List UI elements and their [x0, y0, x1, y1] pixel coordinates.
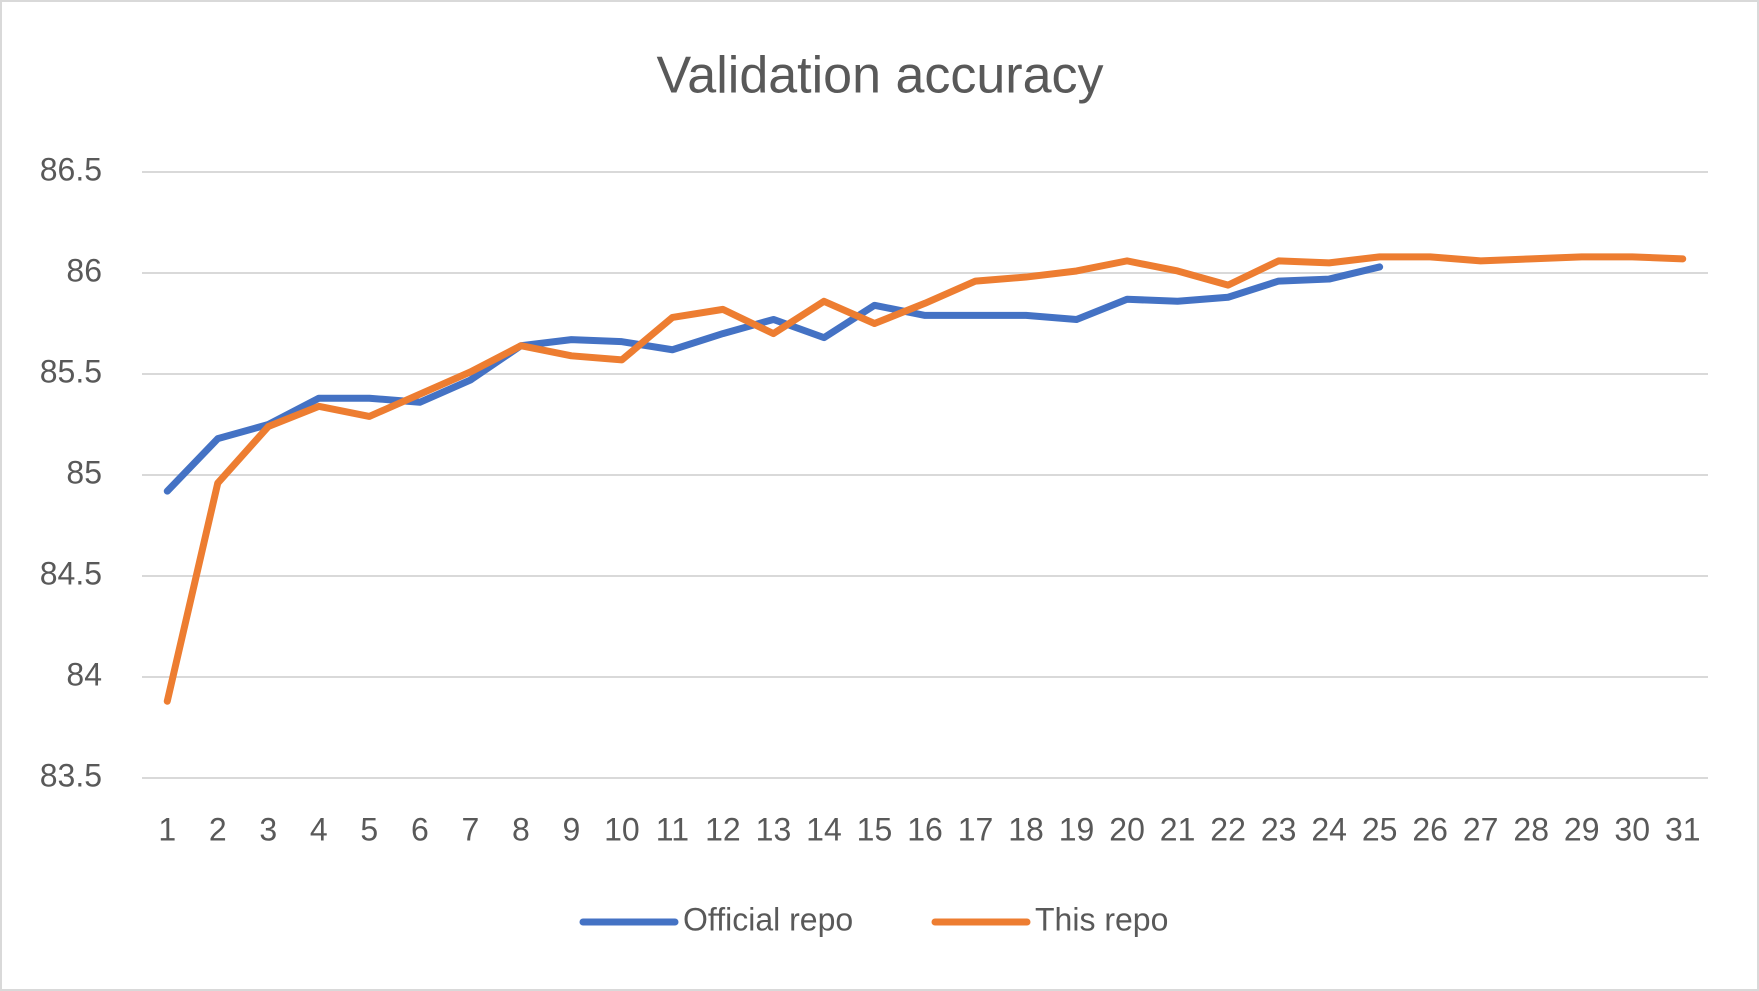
x-tick-label: 13: [756, 811, 792, 847]
x-tick-label: 17: [958, 811, 994, 847]
x-tick-label: 29: [1564, 811, 1600, 847]
x-tick-label: 3: [259, 811, 277, 847]
legend-label: This repo: [1035, 901, 1168, 937]
x-tick-label: 4: [310, 811, 328, 847]
x-tick-label: 30: [1614, 811, 1650, 847]
legend-label: Official repo: [683, 901, 853, 937]
x-tick-label: 23: [1261, 811, 1297, 847]
y-tick-label: 84.5: [40, 555, 102, 591]
x-tick-label: 28: [1513, 811, 1549, 847]
y-tick-label: 84: [66, 656, 102, 692]
x-tick-label: 16: [907, 811, 943, 847]
x-tick-label: 10: [604, 811, 640, 847]
x-tick-label: 6: [411, 811, 429, 847]
x-tick-label: 26: [1412, 811, 1448, 847]
series-line: [163, 263, 1384, 495]
x-tick-label: 19: [1059, 811, 1095, 847]
x-tick-label: 18: [1008, 811, 1044, 847]
x-tick-label: 15: [857, 811, 893, 847]
series-line: [163, 253, 1687, 705]
y-tick-label: 86.5: [40, 151, 102, 187]
x-tick-label: 14: [806, 811, 842, 847]
x-tick-label: 31: [1665, 811, 1701, 847]
x-tick-label: 21: [1160, 811, 1196, 847]
x-tick-label: 9: [562, 811, 580, 847]
x-tick-label: 20: [1109, 811, 1145, 847]
chart-title: Validation accuracy: [656, 47, 1103, 105]
x-tick-label: 2: [209, 811, 227, 847]
x-tick-label: 5: [360, 811, 378, 847]
x-tick-label: 24: [1311, 811, 1347, 847]
y-tick-label: 86: [66, 252, 102, 288]
x-tick-label: 12: [705, 811, 741, 847]
x-tick-label: 7: [461, 811, 479, 847]
y-tick-label: 85.5: [40, 353, 102, 389]
y-tick-label: 83.5: [40, 757, 102, 793]
x-tick-label: 27: [1463, 811, 1499, 847]
x-tick-label: 1: [158, 811, 176, 847]
x-tick-label: 11: [656, 811, 689, 847]
x-tick-label: 8: [512, 811, 530, 847]
x-tick-label: 22: [1210, 811, 1246, 847]
y-tick-label: 85: [66, 454, 102, 490]
x-tick-label: 25: [1362, 811, 1398, 847]
